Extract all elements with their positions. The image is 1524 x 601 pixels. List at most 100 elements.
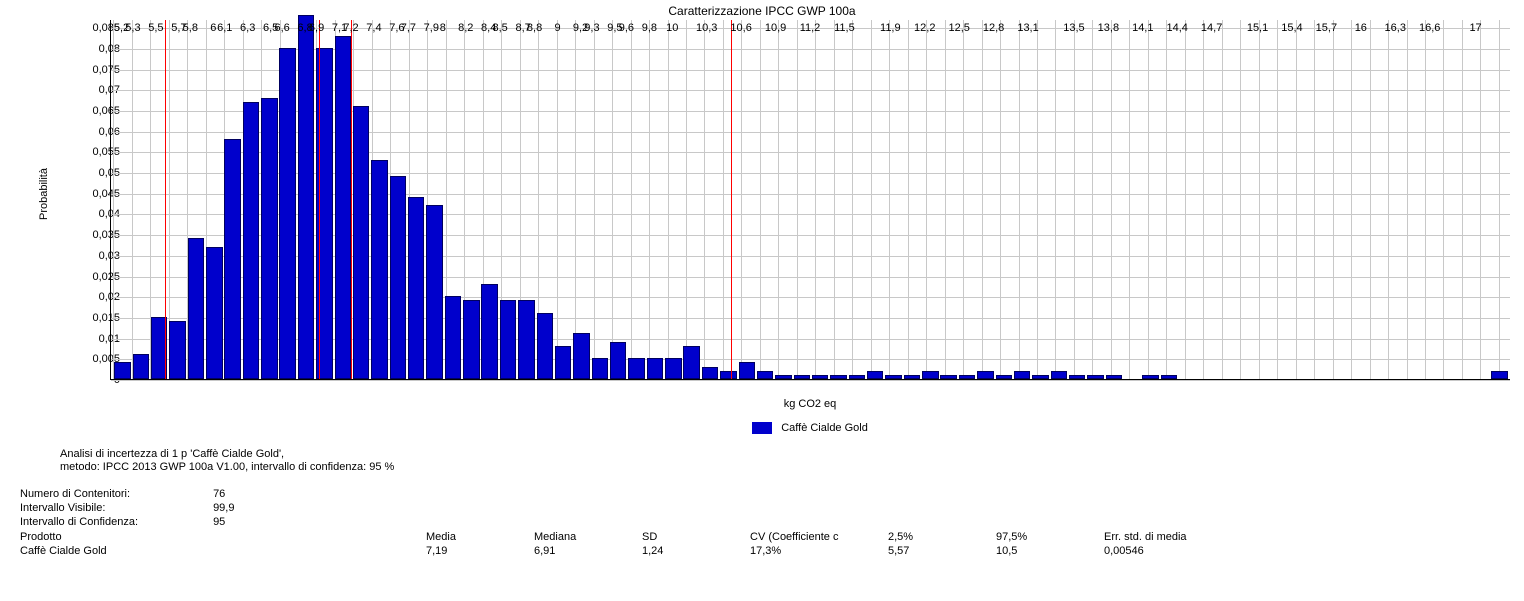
gridline-v <box>1185 20 1186 379</box>
histogram-bar <box>1069 375 1085 379</box>
histogram-bar <box>775 375 791 379</box>
histogram-bar <box>1106 375 1122 379</box>
reference-line <box>351 20 352 379</box>
header-media: Media <box>426 530 534 544</box>
histogram-bar <box>922 371 938 379</box>
histogram-bar <box>959 375 975 379</box>
gridline-v <box>594 20 595 379</box>
histogram-bar <box>1491 371 1507 379</box>
gridline-v <box>760 20 761 379</box>
histogram-bar <box>1087 375 1103 379</box>
gridline-v <box>631 20 632 379</box>
x-tick-label: 7,2 <box>343 22 358 34</box>
x-tick-label: 6 <box>210 22 216 34</box>
histogram-bar <box>518 300 534 379</box>
value-hi: 10,5 <box>996 544 1104 558</box>
x-tick-label: 16,3 <box>1385 22 1406 34</box>
histogram-bar <box>904 375 920 379</box>
gridline-v <box>871 20 872 379</box>
x-tick-label: 9 <box>554 22 560 34</box>
histogram-bar <box>683 346 699 379</box>
gridline-v <box>1092 20 1093 379</box>
histogram-bar <box>279 48 295 379</box>
histogram-bar <box>500 300 516 379</box>
value-prodotto: Caffè Cialde Gold <box>20 544 218 558</box>
gridline-v <box>704 20 705 379</box>
gridline-v <box>815 20 816 379</box>
gridline-v <box>1037 20 1038 379</box>
gridline-v <box>852 20 853 379</box>
histogram-bar <box>408 197 424 379</box>
x-tick-label: 10,6 <box>730 22 751 34</box>
histogram-bar <box>940 375 956 379</box>
histogram-bar <box>885 375 901 379</box>
gridline-v <box>926 20 927 379</box>
histogram-bar <box>665 358 681 379</box>
gridline-v <box>1000 20 1001 379</box>
legend-swatch <box>752 422 772 434</box>
gridline-v <box>1351 20 1352 379</box>
table-row: Prodotto Media Mediana SD CV (Coefficien… <box>20 530 1232 544</box>
gridline-v <box>1019 20 1020 379</box>
gridline-v <box>1111 20 1112 379</box>
gridline-v <box>1370 20 1371 379</box>
x-tick-label: 15,7 <box>1316 22 1337 34</box>
gridline-v <box>945 20 946 379</box>
x-tick-label: 8,2 <box>458 22 473 34</box>
header-hi: 97,5% <box>996 530 1104 544</box>
x-tick-label: 12,5 <box>948 22 969 34</box>
gridline-v <box>113 20 114 379</box>
x-tick-label: 6,1 <box>217 22 232 34</box>
gridline-v <box>1277 20 1278 379</box>
reference-line <box>165 20 166 379</box>
histogram-bar <box>610 342 626 379</box>
histogram-bar <box>812 375 828 379</box>
gridline-v <box>575 20 576 379</box>
gridline-v <box>612 20 613 379</box>
gridline-v <box>1314 20 1315 379</box>
histogram-bar <box>739 362 755 379</box>
chart-title: Caratterizzazione IPCC GWP 100a <box>0 0 1524 20</box>
x-tick-label: 13,8 <box>1098 22 1119 34</box>
x-tick-label: 6,6 <box>274 22 289 34</box>
y-axis-label: Probabilità <box>38 168 50 220</box>
label-intervallo-confidenza: Intervallo di Confidenza: <box>20 516 210 528</box>
histogram-bar <box>169 321 185 379</box>
gridline-v <box>1296 20 1297 379</box>
gridline-v <box>889 20 890 379</box>
x-tick-label: 9,3 <box>584 22 599 34</box>
gridline-v <box>797 20 798 379</box>
value-mediana: 6,91 <box>534 544 642 558</box>
histogram-bar <box>445 296 461 379</box>
histogram-bar <box>371 160 387 379</box>
histogram-bar <box>1032 375 1048 379</box>
value-sd: 1,24 <box>642 544 750 558</box>
gridline-h <box>111 380 1510 381</box>
x-tick-label: 15,4 <box>1281 22 1302 34</box>
x-tick-label: 12,8 <box>983 22 1004 34</box>
histogram-bar <box>390 176 406 379</box>
x-tick-label: 7,7 <box>401 22 416 34</box>
header-prodotto: Prodotto <box>20 530 218 544</box>
histogram-bar <box>757 371 773 379</box>
value-media: 7,19 <box>426 544 534 558</box>
x-tick-label: 16,6 <box>1419 22 1440 34</box>
gridline-v <box>1333 20 1334 379</box>
gridline-v <box>908 20 909 379</box>
histogram-bar <box>298 15 314 379</box>
legend-label: Caffè Cialde Gold <box>781 422 868 434</box>
header-lo: 2,5% <box>888 530 996 544</box>
histogram-bar <box>243 102 259 379</box>
gridline-v <box>982 20 983 379</box>
histogram-bar <box>720 371 736 379</box>
table-row: Caffè Cialde Gold 7,19 6,91 1,24 17,3% 5… <box>20 544 1232 558</box>
gridline-v <box>1074 20 1075 379</box>
x-tick-label: 12,2 <box>914 22 935 34</box>
histogram-bar <box>261 98 277 379</box>
gridline-v <box>1407 20 1408 379</box>
stats-block: Numero di Contenitori: 76 Intervallo Vis… <box>20 488 1524 558</box>
histogram-bar <box>702 367 718 379</box>
desc-line-1: Analisi di incertezza di 1 p 'Caffè Cial… <box>60 448 1524 461</box>
x-tick-label: 15,1 <box>1247 22 1268 34</box>
gridline-v <box>1240 20 1241 379</box>
